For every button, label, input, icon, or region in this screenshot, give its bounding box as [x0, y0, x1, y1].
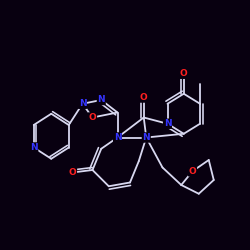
Text: N: N	[142, 133, 150, 142]
Text: O: O	[189, 167, 196, 176]
Text: O: O	[140, 93, 147, 102]
Text: O: O	[88, 113, 96, 122]
Text: N: N	[30, 143, 38, 152]
Text: O: O	[68, 168, 76, 177]
Text: N: N	[164, 119, 171, 128]
Text: N: N	[98, 96, 105, 104]
Text: O: O	[180, 69, 188, 78]
Text: N: N	[114, 133, 121, 142]
Text: N: N	[79, 99, 86, 108]
